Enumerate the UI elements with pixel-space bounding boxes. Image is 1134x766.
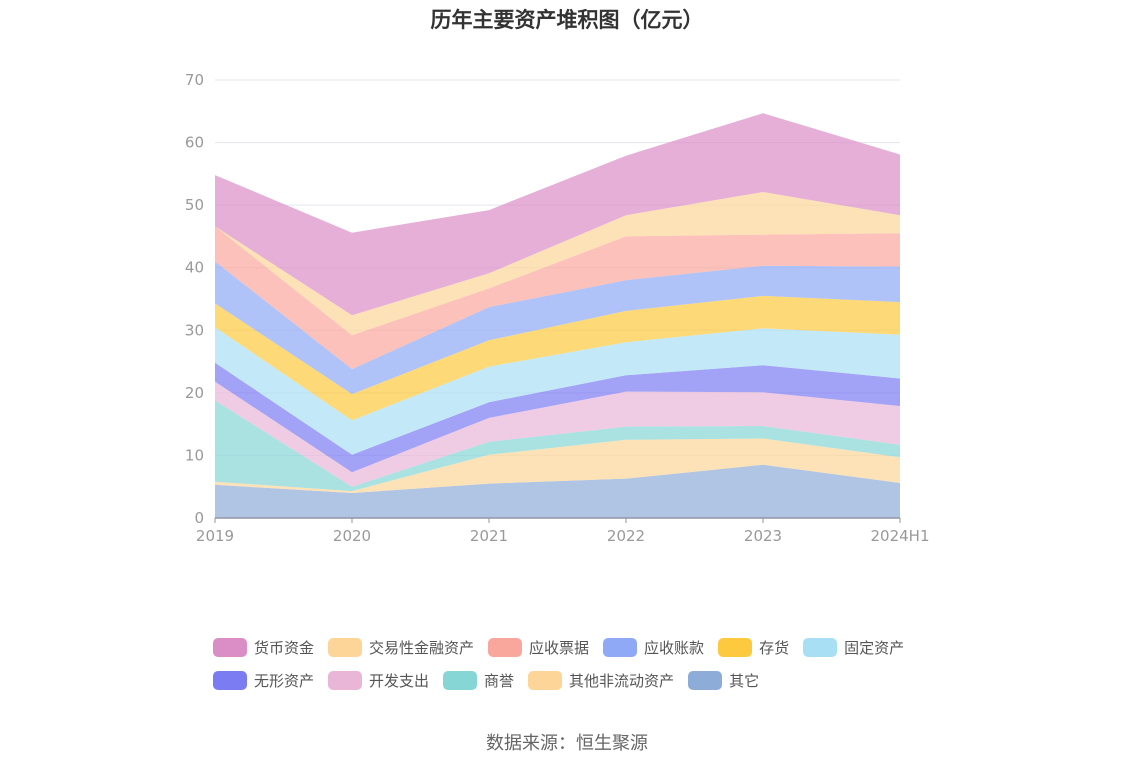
area-series-3 (215, 381, 900, 487)
y-tick-label: 40 (185, 259, 204, 277)
area-series-0 (215, 464, 900, 518)
legend-item[interactable]: 其它 (688, 670, 759, 691)
legend-item[interactable]: 货币资金 (213, 637, 314, 658)
x-tick-label: 2022 (607, 527, 645, 545)
legend-label: 货币资金 (254, 639, 315, 657)
legend-item[interactable]: 开发支出 (328, 670, 429, 691)
x-tick-label: 2023 (744, 527, 782, 545)
legend-item[interactable]: 无形资产 (213, 670, 314, 691)
legend-swatch (488, 638, 523, 657)
legend-item[interactable]: 交易性金融资产 (328, 637, 474, 658)
legend-label: 其他非流动资产 (569, 672, 675, 690)
area-series-8 (215, 226, 900, 370)
legend-label: 交易性金融资产 (369, 639, 475, 657)
legend-label: 开发支出 (369, 672, 430, 690)
legend-item[interactable]: 其他非流动资产 (528, 670, 674, 691)
legend-item[interactable]: 应收账款 (603, 637, 704, 658)
legend-swatch (718, 638, 753, 657)
legend-label: 商誉 (484, 672, 515, 690)
area-series-7 (215, 261, 900, 395)
x-tick-label: 2019 (196, 527, 234, 545)
chart-title: 历年主要资产堆积图（亿元） (430, 8, 704, 32)
legend-label: 其它 (729, 672, 760, 690)
area-series-9 (215, 192, 900, 336)
y-tick-label: 10 (185, 446, 204, 464)
legend-swatch (328, 638, 363, 657)
y-tick-label: 0 (194, 509, 204, 527)
y-tick-label: 20 (185, 384, 204, 402)
area-series-5 (215, 327, 900, 455)
y-tick-label: 30 (185, 321, 204, 339)
area-series-6 (215, 295, 900, 421)
legend-swatch (603, 638, 638, 657)
area-series-10 (215, 113, 900, 316)
legend-swatch (688, 671, 723, 690)
chart-legend: 货币资金 交易性金融资产 应收票据 应收账款 存货 固定资产无形资产 开发支出 商誉 其他非流动… (213, 631, 973, 697)
data-source: 数据来源：恒生聚源 (486, 733, 648, 754)
legend-item[interactable]: 存货 (718, 637, 789, 658)
legend-swatch (528, 671, 563, 690)
area-series-2 (215, 400, 900, 492)
legend-label: 存货 (759, 639, 790, 657)
x-tick-label: 2021 (470, 527, 508, 545)
legend-swatch (803, 638, 838, 657)
y-tick-label: 70 (185, 71, 204, 89)
legend-label: 应收账款 (644, 639, 705, 657)
legend-item[interactable]: 固定资产 (803, 637, 904, 658)
legend-item[interactable]: 商誉 (443, 670, 514, 691)
legend-swatch (213, 638, 247, 657)
area-series-4 (215, 362, 900, 473)
legend-swatch (213, 671, 247, 690)
stacked-area-chart: 0 10 20 30 40 50 60 70 2019 2020 2021 2022 2023 2024H… (185, 71, 930, 545)
legend-label: 无形资产 (254, 672, 315, 690)
y-tick-label: 50 (185, 196, 204, 214)
y-tick-label: 60 (185, 134, 204, 152)
legend-swatch (443, 671, 478, 690)
legend-row: 货币资金 交易性金融资产 应收票据 应收账款 存货 固定资产 (213, 631, 973, 664)
x-tick-label: 2020 (333, 527, 371, 545)
legend-label: 应收票据 (529, 639, 590, 657)
legend-item[interactable]: 应收票据 (488, 637, 589, 658)
legend-swatch (328, 671, 363, 690)
area-series-1 (215, 438, 900, 493)
x-tick-label: 2024H1 (871, 527, 930, 545)
legend-row: 无形资产 开发支出 商誉 其他非流动资产 其它 (213, 664, 973, 697)
legend-label: 固定资产 (844, 639, 905, 657)
